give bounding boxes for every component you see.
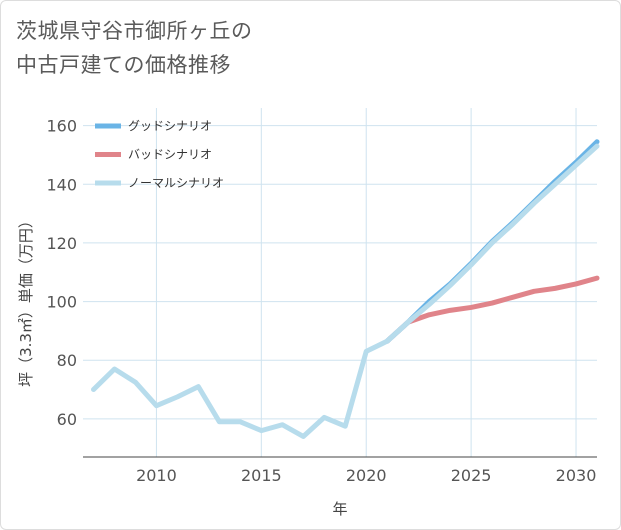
y-axis-title: 坪（3.3㎡）単価（万円） (17, 213, 35, 387)
series-layer (90, 139, 600, 439)
tick-labels: 60 80 100 120 140 160 2010 2015 2020 2025 2030 (46, 117, 596, 485)
x-tick-label: 2015 (241, 466, 282, 485)
page-title: 茨城県守谷市御所ヶ丘の 中古戸建ての価格推移 (16, 14, 253, 82)
title-line-2: 中古戸建ての価格推移 (16, 53, 231, 77)
x-axis-title: 年 (332, 500, 347, 518)
x-tick-label: 2030 (556, 466, 597, 485)
x-tick-label: 2020 (346, 466, 387, 485)
x-tick-label: 2025 (451, 466, 492, 485)
legend-label: バッドシナリオ (128, 148, 212, 162)
y-tick-label: 160 (46, 117, 77, 136)
title-line-1: 茨城県守谷市御所ヶ丘の (16, 19, 253, 43)
legend-label: グッドシナリオ (128, 119, 212, 133)
series-line-1 (384, 275, 600, 344)
y-tick-label: 100 (46, 293, 77, 312)
series-line-2 (90, 143, 600, 439)
x-tick-label: 2010 (136, 466, 177, 485)
legend-label: ノーマルシナリオ (128, 176, 224, 190)
y-tick-label: 80 (57, 351, 77, 370)
y-tick-label: 140 (46, 175, 77, 194)
y-tick-label: 60 (57, 410, 77, 429)
y-tick-label: 120 (46, 234, 77, 253)
grid-lines (83, 108, 597, 457)
